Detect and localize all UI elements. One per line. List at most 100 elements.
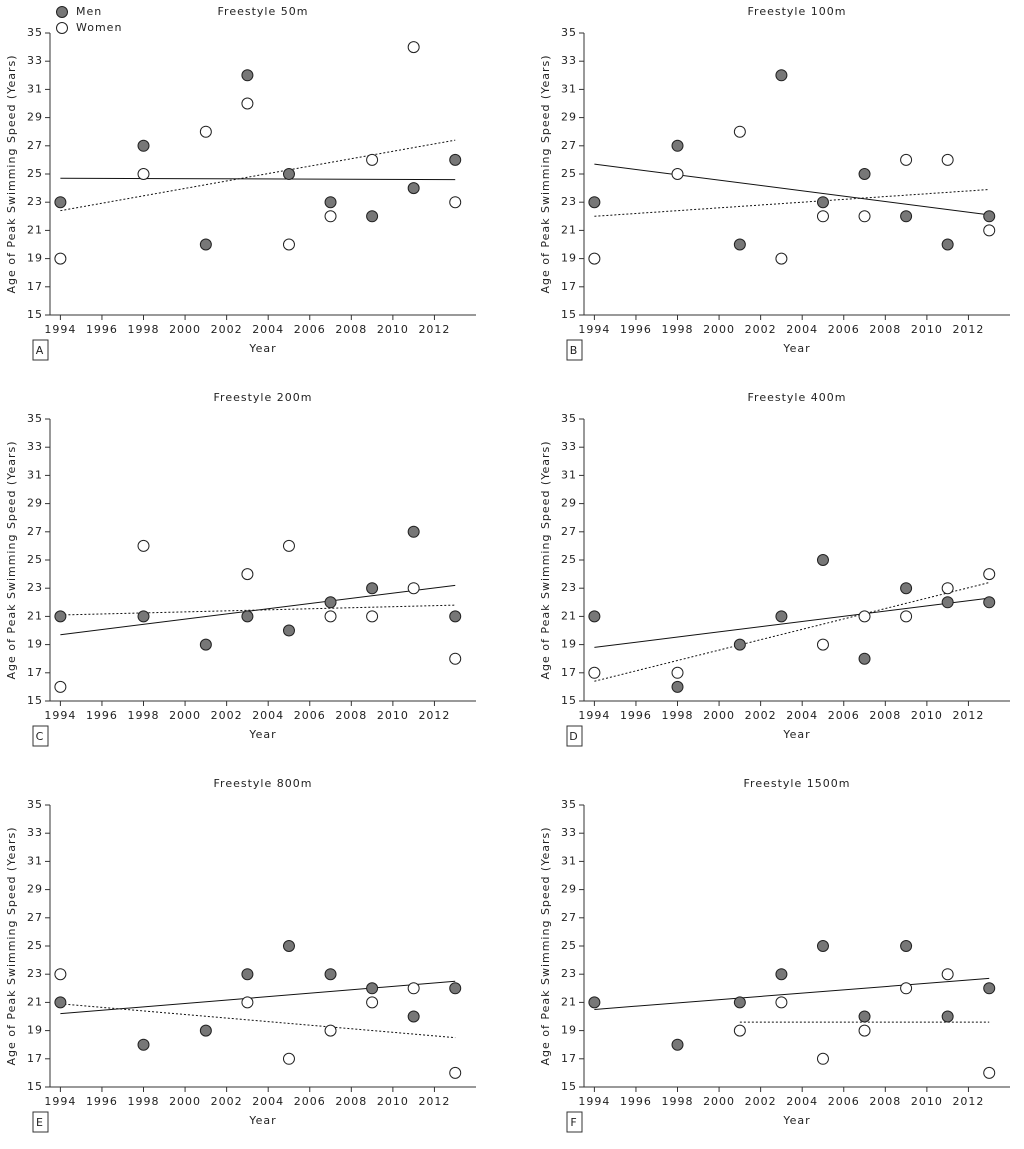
panel-label: B [570, 344, 579, 357]
x-tick-label: 2004 [786, 1095, 818, 1108]
data-point [449, 610, 462, 623]
y-tick-label: 15 [561, 1080, 577, 1093]
data-point [137, 1038, 150, 1051]
y-tick-label: 23 [561, 581, 577, 594]
data-point [941, 1010, 954, 1023]
data-point [282, 539, 295, 552]
y-axis-label: Age of Peak Swimming Speed (Years) [539, 826, 552, 1065]
y-tick-label: 25 [27, 167, 43, 180]
chart-title: Freestyle 400m [748, 391, 847, 404]
data-point [900, 582, 913, 595]
data-point [671, 168, 684, 180]
y-tick-label: 31 [27, 468, 43, 481]
data-point [199, 638, 212, 651]
y-tick-label: 25 [561, 939, 577, 952]
y-tick-label: 17 [27, 280, 43, 293]
x-tick-label: 2002 [745, 1095, 777, 1108]
data-point [775, 996, 788, 1009]
x-tick-label: 2002 [211, 1095, 243, 1108]
chart-title: Freestyle 200m [214, 391, 313, 404]
legend-label: Men [76, 5, 102, 18]
y-tick-label: 33 [561, 440, 577, 453]
x-tick-label: 2006 [294, 1095, 326, 1108]
x-tick-label: 2010 [911, 1095, 943, 1108]
x-tick-label: 2000 [169, 709, 201, 722]
data-point [241, 610, 254, 623]
y-tick-label: 15 [27, 694, 43, 707]
data-point [54, 968, 67, 981]
x-tick-label: 2010 [911, 709, 943, 722]
y-tick-label: 17 [561, 280, 577, 293]
data-point [900, 982, 913, 995]
data-point [366, 210, 379, 223]
y-tick-label: 25 [27, 553, 43, 566]
x-tick-label: 2010 [377, 323, 409, 336]
data-point [775, 968, 788, 981]
y-tick-label: 21 [561, 995, 577, 1008]
x-tick-label: 2008 [335, 709, 367, 722]
data-point [733, 638, 746, 651]
data-point [407, 582, 420, 595]
data-point [54, 680, 67, 693]
y-tick-label: 27 [561, 525, 577, 538]
data-point [816, 210, 829, 223]
y-tick-label: 29 [27, 111, 43, 124]
x-tick-label: 2002 [745, 323, 777, 336]
data-point [941, 582, 954, 595]
data-point [671, 666, 684, 679]
legend-marker [56, 6, 68, 18]
data-point [54, 196, 67, 209]
data-point [983, 596, 996, 609]
data-point [324, 196, 337, 209]
chart-title: Freestyle 1500m [744, 777, 851, 790]
x-tick-label: 2010 [911, 323, 943, 336]
y-tick-label: 31 [561, 82, 577, 95]
data-point [900, 610, 913, 623]
data-point [366, 582, 379, 595]
y-tick-label: 33 [561, 826, 577, 839]
panel-label: C [36, 730, 45, 743]
x-tick-label: 2004 [786, 709, 818, 722]
x-tick-label: 2006 [828, 709, 860, 722]
trend-line [594, 977, 990, 1010]
data-point [241, 968, 254, 981]
data-point [407, 41, 420, 54]
data-point [671, 1038, 684, 1051]
y-tick-label: 19 [561, 252, 577, 265]
data-point [282, 940, 295, 952]
panel-label-box [566, 1111, 583, 1133]
x-tick-label: 1998 [128, 709, 160, 722]
data-point [816, 940, 829, 952]
y-tick-label: 25 [561, 167, 577, 180]
data-point [137, 168, 150, 180]
y-tick-label: 21 [27, 223, 43, 236]
y-tick-label: 31 [561, 468, 577, 481]
y-tick-label: 23 [27, 581, 43, 594]
chart-title: Freestyle 50m [218, 5, 309, 18]
data-point [54, 252, 67, 265]
x-axis-label: Year [782, 728, 810, 741]
y-tick-label: 15 [561, 308, 577, 321]
y-tick-label: 17 [27, 666, 43, 679]
x-tick-label: 2008 [335, 1095, 367, 1108]
y-axis-label: Age of Peak Swimming Speed (Years) [5, 440, 18, 679]
data-point [324, 1024, 337, 1037]
data-point [588, 252, 601, 265]
x-tick-label: 1996 [620, 709, 652, 722]
data-point [324, 596, 337, 609]
x-tick-label: 2012 [952, 1095, 984, 1108]
data-point [588, 996, 601, 1009]
x-tick-label: 1998 [128, 323, 160, 336]
y-tick-label: 35 [27, 798, 43, 811]
data-point [733, 996, 746, 1009]
data-point [449, 196, 462, 209]
chart-title: Freestyle 100m [748, 5, 847, 18]
y-axis-label: Age of Peak Swimming Speed (Years) [5, 826, 18, 1065]
data-point [449, 1066, 462, 1079]
data-point [449, 982, 462, 995]
y-tick-label: 23 [27, 195, 43, 208]
x-tick-label: 2008 [869, 709, 901, 722]
y-tick-label: 29 [561, 497, 577, 510]
y-tick-label: 33 [27, 440, 43, 453]
data-point [941, 968, 954, 981]
